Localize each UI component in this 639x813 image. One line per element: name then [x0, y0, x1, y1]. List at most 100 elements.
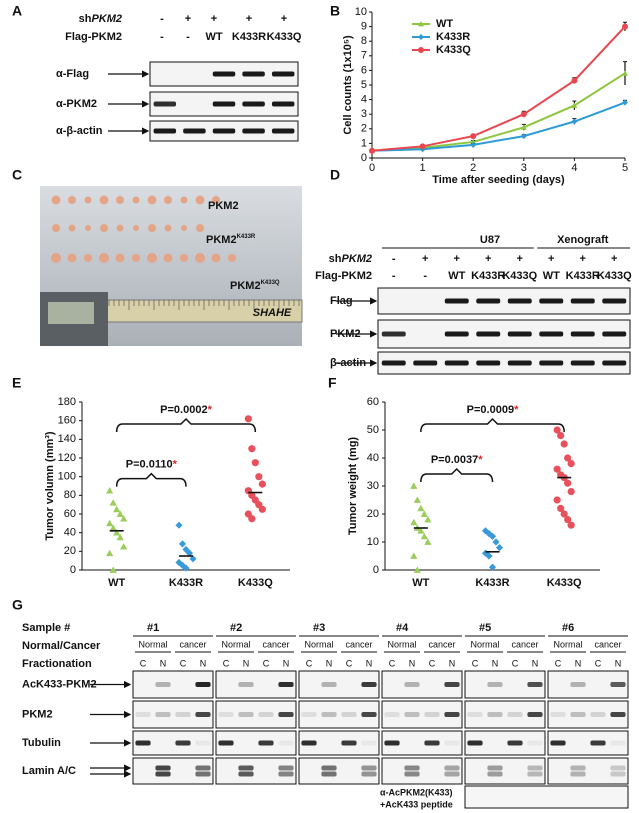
- y-axis-label: Tumor volumn (mm³): [44, 431, 56, 541]
- band: [242, 128, 265, 134]
- band: [487, 682, 503, 687]
- tumor: [212, 196, 220, 204]
- row-label: Tubulin: [22, 737, 61, 749]
- status-label: cancer: [428, 639, 455, 649]
- band: [135, 712, 151, 717]
- band: [381, 331, 406, 337]
- label-base: PKM2: [206, 234, 237, 246]
- fraction-label: C: [429, 658, 436, 668]
- panel-letter: A: [12, 3, 22, 19]
- p-text: P=0.0110: [126, 459, 173, 471]
- point: [106, 487, 114, 494]
- blot-frame: [547, 757, 629, 785]
- band: [424, 712, 440, 717]
- tumor: [85, 225, 91, 231]
- y-tick-label: 60: [367, 396, 379, 408]
- fraction-label: N: [409, 658, 416, 668]
- x-tick-label: 4: [571, 162, 577, 174]
- point: [120, 543, 128, 550]
- point: [557, 504, 565, 512]
- y-tick-label: 60: [64, 508, 76, 520]
- point: [109, 566, 117, 573]
- label-sup: K433Q: [261, 280, 280, 286]
- band: [271, 71, 295, 77]
- p-value: P=0.0002*: [160, 404, 212, 416]
- sample-label: #5: [479, 622, 491, 634]
- point: [109, 499, 117, 506]
- tumor: [115, 253, 125, 263]
- point: [564, 516, 572, 524]
- band: [321, 765, 337, 771]
- point: [251, 459, 259, 467]
- band: [321, 712, 337, 717]
- band: [570, 360, 595, 366]
- band: [570, 682, 586, 687]
- fraction-label: N: [492, 658, 499, 668]
- band: [361, 740, 377, 746]
- band: [238, 712, 254, 717]
- y-tick-label: 30: [367, 480, 379, 492]
- x-tick-label: K433Q: [238, 577, 273, 589]
- y-tick-label: 50: [367, 424, 379, 436]
- sample-label: #1: [147, 622, 159, 634]
- tumor: [100, 224, 108, 232]
- band: [550, 740, 566, 746]
- point: [410, 552, 418, 559]
- line: [371, 25, 626, 152]
- tumor: [180, 196, 188, 204]
- tumor: [133, 225, 139, 231]
- status-label: Normal: [553, 639, 582, 649]
- line: [371, 101, 626, 152]
- x-tick-label: K433Q: [547, 577, 582, 589]
- p-value: P=0.0037*: [431, 454, 483, 466]
- band: [258, 740, 274, 746]
- point: [420, 510, 428, 517]
- tumor: [116, 196, 124, 204]
- band: [507, 331, 532, 337]
- sh-gene: PKM2: [91, 13, 122, 25]
- band: [195, 682, 211, 687]
- point: [520, 133, 527, 140]
- band: [610, 771, 626, 777]
- panel-letter: D: [330, 167, 340, 183]
- row-label: PKM2: [22, 708, 53, 720]
- row-label: Lamin A/C: [22, 765, 76, 777]
- point: [571, 77, 578, 84]
- point: [622, 23, 628, 30]
- y-tick-label: 10: [355, 6, 367, 18]
- lane-sign: +: [517, 253, 523, 265]
- point: [116, 533, 124, 541]
- point: [413, 566, 421, 573]
- tumor: [147, 195, 157, 205]
- point: [175, 521, 183, 529]
- x-tick-label: 1: [420, 162, 426, 174]
- band: [271, 101, 295, 107]
- lane-label: -: [160, 31, 164, 43]
- point: [564, 479, 572, 487]
- point: [116, 510, 124, 517]
- header-label: Fractionation: [22, 658, 92, 670]
- lane-sign: +: [246, 13, 252, 25]
- y-tick-label: 20: [64, 545, 76, 557]
- photo-label: PKM2K433Q: [230, 280, 280, 292]
- blot-frame: [464, 757, 546, 785]
- point: [571, 118, 578, 125]
- y-tick-label: 6: [361, 64, 367, 76]
- fraction-label: N: [532, 658, 539, 668]
- bracket: [420, 417, 565, 433]
- band: [361, 765, 377, 771]
- point: [410, 482, 418, 489]
- point: [622, 99, 628, 106]
- p-star: *: [173, 459, 178, 471]
- p-star: *: [208, 404, 213, 416]
- lane-label: WT: [205, 31, 222, 43]
- point: [520, 111, 527, 118]
- band: [361, 682, 377, 687]
- band: [570, 771, 586, 777]
- label-base: PKM2: [230, 280, 261, 292]
- fraction-label: C: [306, 658, 313, 668]
- band: [487, 712, 503, 717]
- band: [476, 360, 501, 366]
- bracket: [115, 472, 187, 487]
